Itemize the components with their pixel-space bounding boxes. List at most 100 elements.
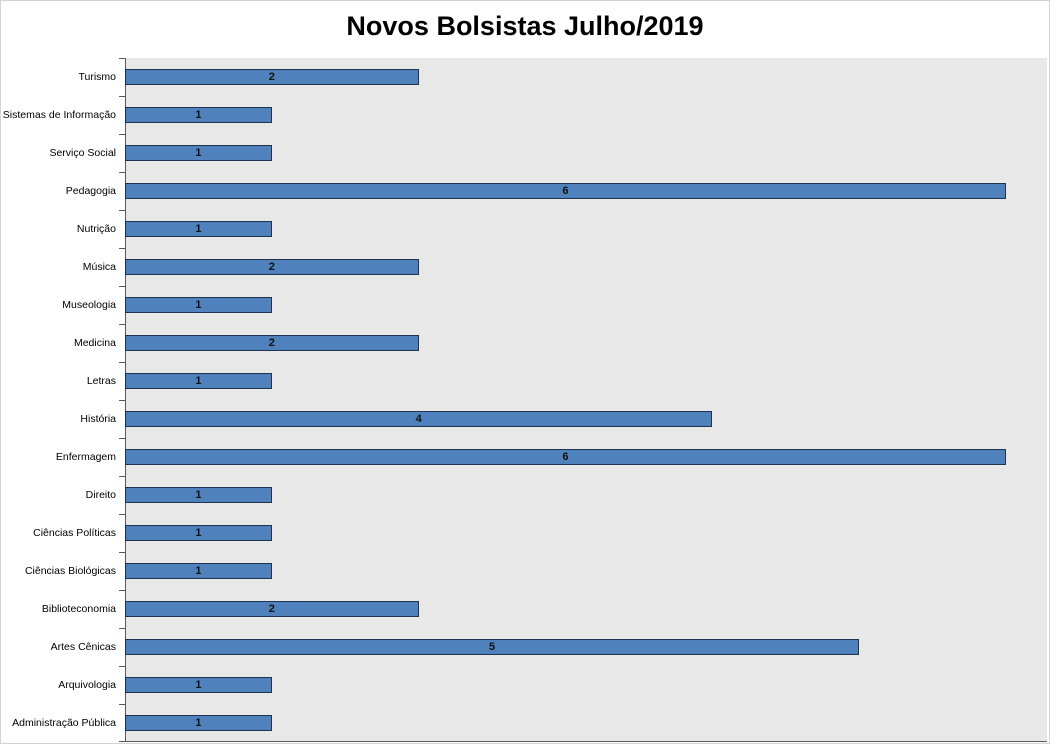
bar: 1 — [125, 487, 272, 503]
bar-track: 2 — [125, 590, 1047, 628]
axis-tick — [119, 704, 125, 705]
data-label: 1 — [195, 222, 202, 235]
bar: 2 — [125, 601, 419, 617]
chart-row: Letras 1 — [1, 362, 1047, 400]
category-label: Serviço Social — [49, 147, 116, 159]
data-label: 1 — [195, 298, 202, 311]
bar: 1 — [125, 297, 272, 313]
chart-row: Artes Cênicas 5 — [1, 628, 1047, 666]
chart-rows: Turismo 2 Sistemas de Informação 1 Serviço S… — [1, 58, 1047, 742]
category-label: Museologia — [62, 299, 116, 311]
bar-track: 6 — [125, 438, 1047, 476]
chart-row: Ciências Biológicas 1 — [1, 552, 1047, 590]
chart-row: Medicina 2 — [1, 324, 1047, 362]
axis-tick — [119, 209, 125, 211]
category-label: Artes Cênicas — [50, 641, 116, 653]
bar: 6 — [125, 183, 1006, 199]
data-label: 6 — [562, 184, 569, 197]
chart-row: Biblioteconomia 2 — [1, 590, 1047, 628]
category-label: História — [80, 413, 116, 425]
data-label: 2 — [268, 260, 275, 273]
axis-tick — [119, 248, 125, 249]
bar-track: 2 — [125, 58, 1047, 96]
bar-track: 4 — [125, 400, 1047, 438]
axis-tick — [119, 741, 125, 742]
bar: 1 — [125, 221, 272, 237]
bar-track: 1 — [125, 666, 1047, 704]
bar-track: 1 — [125, 96, 1047, 134]
chart-row: Arquivologia 1 — [1, 666, 1047, 704]
data-label: 1 — [195, 146, 202, 159]
data-label: 2 — [268, 602, 275, 615]
chart-row: Sistemas de Informação 1 — [1, 96, 1047, 134]
data-label: 2 — [268, 336, 275, 349]
category-label: Enfermagem — [55, 451, 116, 463]
chart-row: História 4 — [1, 400, 1047, 438]
bar-track: 1 — [125, 362, 1047, 400]
category-label: Ciências Políticas — [33, 527, 116, 539]
axis-tick — [119, 58, 125, 59]
bar-track: 5 — [125, 628, 1047, 666]
category-label: Sistemas de Informação — [2, 109, 116, 121]
axis-tick — [119, 285, 125, 287]
bar: 2 — [125, 69, 419, 85]
data-label: 1 — [195, 564, 202, 577]
data-label: 6 — [562, 450, 569, 463]
bar-track: 1 — [125, 134, 1047, 172]
axis-tick — [119, 133, 125, 135]
bar-track: 6 — [125, 172, 1047, 210]
axis-tick — [119, 476, 125, 477]
chart-row: Pedagogia 6 — [1, 172, 1047, 210]
bar: 4 — [125, 411, 713, 427]
chart-row: Museologia 1 — [1, 286, 1047, 324]
chart-row: Direito 1 — [1, 476, 1047, 514]
axis-tick — [119, 95, 125, 97]
bar: 1 — [125, 107, 272, 123]
axis-tick — [119, 400, 125, 401]
category-label: Turismo — [78, 71, 116, 83]
bar: 2 — [125, 335, 419, 351]
chart-title: Novos Bolsistas Julho/2019 — [346, 11, 704, 41]
category-label: Letras — [86, 375, 116, 387]
axis-tick — [119, 438, 125, 439]
data-label: 1 — [195, 716, 202, 729]
bar: 1 — [125, 563, 272, 579]
data-label: 1 — [195, 678, 202, 691]
category-label: Administração Pública — [12, 717, 116, 729]
chart-row: Ciências Políticas 1 — [1, 514, 1047, 552]
axis-tick — [119, 628, 125, 629]
chart-row: Turismo 2 — [1, 58, 1047, 96]
category-label: Nutrição — [76, 223, 116, 235]
bar: 5 — [125, 639, 860, 655]
bar-track: 1 — [125, 476, 1047, 514]
bar-track: 1 — [125, 704, 1047, 742]
bar: 6 — [125, 449, 1006, 465]
data-label: 4 — [415, 412, 422, 425]
bar-track: 2 — [125, 248, 1047, 286]
bar-track: 1 — [125, 210, 1047, 248]
data-label: 5 — [488, 640, 496, 653]
axis-tick — [119, 361, 125, 363]
axis-tick — [119, 324, 125, 325]
bar: 1 — [125, 525, 272, 541]
category-label: Arquivologia — [58, 679, 116, 691]
category-label: Pedagogia — [65, 185, 116, 197]
chart-row: Enfermagem 6 — [1, 438, 1047, 476]
bar: 1 — [125, 677, 272, 693]
category-label: Direito — [85, 489, 116, 501]
data-label: 1 — [195, 108, 202, 121]
axis-tick — [119, 590, 125, 591]
bar: 1 — [125, 715, 272, 731]
category-label: Medicina — [73, 337, 116, 349]
data-label: 1 — [195, 488, 202, 501]
data-label: 1 — [195, 526, 202, 539]
category-axis-ticks — [119, 58, 125, 742]
chart-row: Serviço Social 1 — [1, 134, 1047, 172]
category-label: Ciências Biológicas — [24, 565, 116, 577]
bar-track: 1 — [125, 286, 1047, 324]
bar: 2 — [125, 259, 419, 275]
axis-tick — [119, 171, 125, 173]
bar: 1 — [125, 373, 272, 389]
bar: 1 — [125, 145, 272, 161]
